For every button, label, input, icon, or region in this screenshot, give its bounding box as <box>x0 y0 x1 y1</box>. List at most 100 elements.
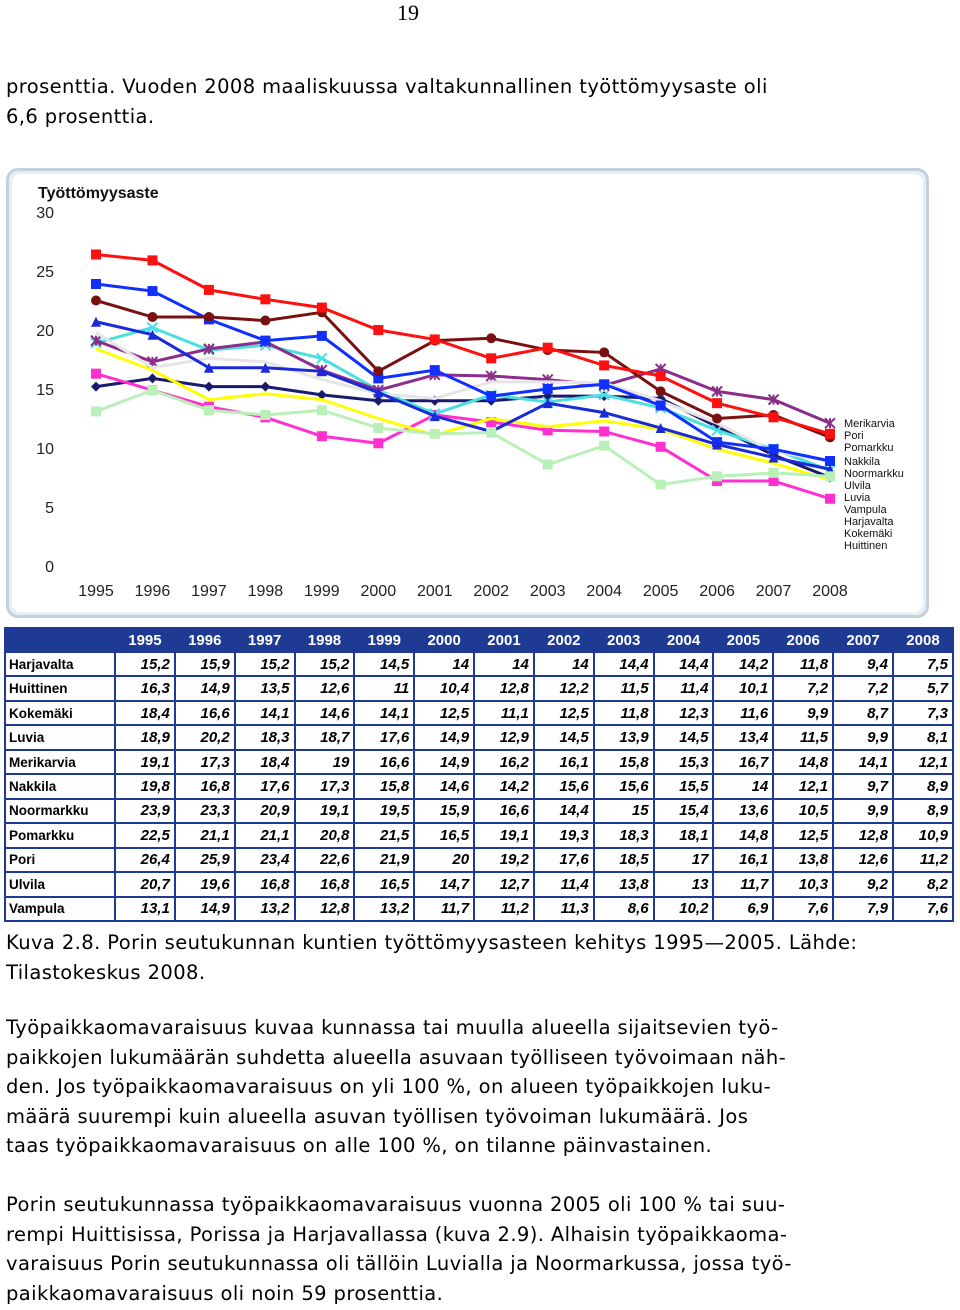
rate-cell: 13,9 <box>594 726 653 749</box>
data-point <box>316 330 327 341</box>
rate-cell: 11,1 <box>475 701 533 725</box>
text-line: taas työpaikkaomavaraisuus on alle 100 %… <box>6 1134 713 1157</box>
rate-cell: 14,9 <box>415 750 474 774</box>
rate-cell: 12,8 <box>475 677 533 700</box>
x-tick-label: 1996 <box>135 583 171 600</box>
series-label: Luvia <box>844 492 871 504</box>
rate-cell: 14,8 <box>714 824 773 847</box>
rate-cell: 11,4 <box>534 873 593 896</box>
data-point <box>373 387 384 398</box>
data-point <box>598 389 610 401</box>
year-header: 2003 <box>606 631 641 649</box>
year-header: 2004 <box>666 631 701 649</box>
data-point <box>486 391 497 402</box>
rate-cell: 20,2 <box>175 726 234 749</box>
x-tick-label: 2004 <box>586 583 622 600</box>
y-tick-label: 25 <box>36 264 54 281</box>
rate-cell: 19,1 <box>475 824 533 847</box>
year-header: 2005 <box>726 631 761 649</box>
rate-cell: 15,9 <box>175 653 234 676</box>
rate-cell: 11,7 <box>714 873 773 896</box>
data-point <box>825 471 835 482</box>
text-line: paikkojen lukumäärän suhdetta alueella a… <box>6 1045 787 1069</box>
rate-cell: 14,7 <box>415 873 474 896</box>
rate-cell: 14,6 <box>415 775 474 798</box>
municipality-name: Merikarvia <box>6 750 114 774</box>
municipality-name: Pori <box>6 848 114 872</box>
table-row: Nakkila 19,8 16,8 17,6 17,3 15,8 14,6 14,2 15,6 1… <box>6 775 952 798</box>
municipality-name: Noormarkku <box>6 799 114 823</box>
series-label: Harjavalta <box>844 516 894 528</box>
municipality-name: Vampula <box>6 897 114 920</box>
rate-cell: 14,6 <box>295 701 354 725</box>
rate-cell: 11 <box>355 677 414 700</box>
text-line: varaisuus Porin seutukunnassa oli tällöi… <box>6 1252 792 1275</box>
data-point <box>542 425 553 436</box>
rate-cell: 17,3 <box>295 775 354 798</box>
rate-cell: 19,1 <box>295 799 354 823</box>
x-tick-label: 2005 <box>643 583 679 600</box>
rate-cell: 21,9 <box>355 848 414 872</box>
data-point <box>91 278 101 289</box>
rate-cell: 20,9 <box>235 799 294 823</box>
data-point <box>316 302 327 313</box>
rate-cell: 11,5 <box>594 677 653 700</box>
table-row: Vampula 13,1 14,9 13,2 12,8 13,2 11,7 11,2 11,3 8… <box>6 897 952 920</box>
series-line <box>95 299 831 439</box>
year-header: 2008 <box>906 631 940 649</box>
text-line: Tilastokeskus 2008. <box>6 960 206 984</box>
unemployment-table: 1995 1996 1997 1998 1999 2000 2001 2002 2003 2004… <box>4 627 954 922</box>
data-point <box>768 452 779 463</box>
data-point <box>373 395 384 406</box>
table-row: Harjavalta 15,2 15,9 15,2 15,2 14,5 14 14 14 14,4… <box>6 653 952 676</box>
data-point <box>655 441 666 452</box>
rate-cell: 15 <box>594 799 653 823</box>
rate-cell: 16,2 <box>475 750 533 774</box>
table-row: Pomarkku 22,5 21,1 21,1 20,8 21,5 16,5 19,1 19,3… <box>6 824 952 847</box>
data-point <box>542 398 553 409</box>
y-tick-label: 10 <box>36 441 54 458</box>
data-point <box>768 467 779 478</box>
rate-cell: 13,5 <box>235 677 294 700</box>
text-line: 6,6 prosenttia. <box>6 104 155 128</box>
data-point <box>712 439 723 450</box>
data-point <box>260 362 271 373</box>
data-point <box>655 422 666 433</box>
rate-cell: 16,1 <box>534 750 593 774</box>
data-point <box>373 438 384 449</box>
data-point <box>260 335 271 346</box>
rate-cell: 19,5 <box>355 799 414 823</box>
data-point <box>260 315 271 326</box>
rate-cell: 16,3 <box>116 677 174 700</box>
rate-cell: 15,6 <box>594 775 653 798</box>
rate-cell: 18,3 <box>594 824 653 847</box>
rate-cell: 16,6 <box>175 701 234 725</box>
municipality-name: Pomarkku <box>6 824 114 847</box>
rate-cell: 21,1 <box>175 824 234 847</box>
data-point <box>486 333 497 344</box>
data-point <box>486 427 497 438</box>
series-line <box>95 372 831 501</box>
data-point <box>825 493 835 504</box>
data-point <box>712 398 723 409</box>
rate-cell: 14,1 <box>355 701 414 725</box>
data-point <box>203 362 214 373</box>
rate-cell: 14 <box>714 775 773 798</box>
chart-title: Työttömyysaste <box>38 185 159 202</box>
rate-cell: 11,2 <box>475 897 533 920</box>
year-header: 2002 <box>547 631 581 649</box>
rate-cell: 11,6 <box>714 701 773 725</box>
data-point <box>599 440 610 451</box>
x-tick-label: 2008 <box>812 583 848 600</box>
data-point <box>712 471 723 482</box>
rate-cell: 10,9 <box>893 824 952 847</box>
rate-cell: 21,1 <box>235 824 294 847</box>
data-point <box>486 417 497 428</box>
series-label: Noormarkku <box>844 468 904 480</box>
rate-cell: 12,9 <box>475 726 533 749</box>
y-tick-label: 30 <box>36 205 54 222</box>
rate-cell: 10,2 <box>654 897 713 920</box>
rate-cell: 11,8 <box>594 701 653 725</box>
rate-cell: 9,9 <box>834 799 892 823</box>
data-point <box>146 321 159 334</box>
